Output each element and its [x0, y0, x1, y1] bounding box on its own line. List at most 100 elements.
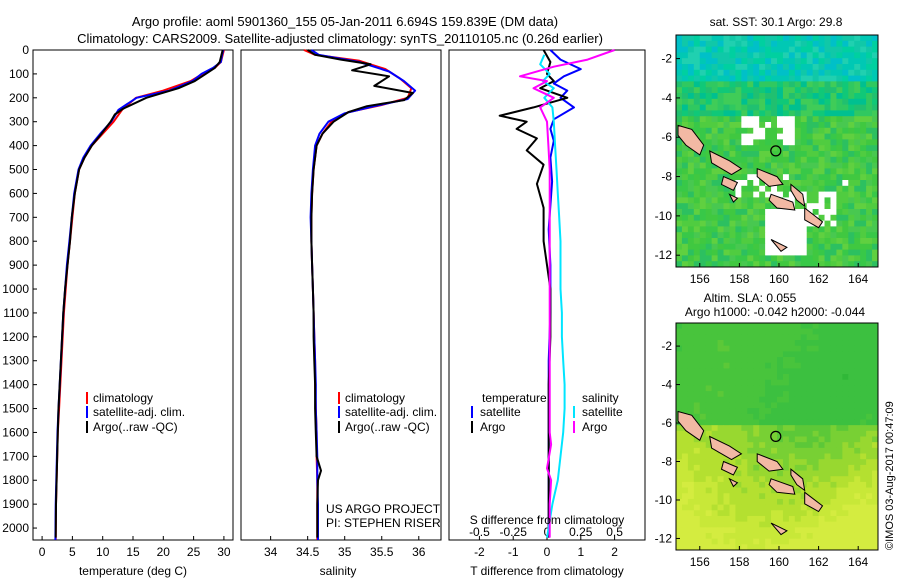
map-cell — [812, 391, 819, 398]
map-cell — [842, 436, 849, 443]
map-cell — [699, 156, 707, 163]
map-cell — [676, 487, 683, 494]
map-cell — [782, 35, 790, 42]
map-cell — [824, 174, 831, 181]
map-y-tick-label: -10 — [655, 209, 673, 223]
map-cell — [842, 328, 849, 335]
map-cell — [842, 98, 849, 105]
map-cell — [741, 168, 748, 175]
map-cell — [788, 532, 796, 540]
map-cell — [717, 226, 724, 233]
map-cell — [842, 532, 849, 540]
map-cell — [824, 379, 831, 386]
map-cell — [771, 209, 778, 216]
map-cell — [830, 470, 837, 477]
map-cell — [777, 75, 784, 82]
map-cell — [759, 58, 766, 65]
map-cell — [824, 357, 831, 364]
map-cell — [681, 493, 689, 500]
map-cell — [860, 180, 867, 187]
map-cell — [699, 249, 707, 256]
map-cell — [741, 385, 748, 392]
map-x-tick-label: 160 — [769, 555, 789, 569]
map-cell — [872, 374, 879, 381]
map-cell — [729, 476, 736, 483]
map-cell — [711, 191, 718, 198]
map-cell — [681, 487, 689, 494]
map-cell — [735, 214, 742, 221]
map-cell — [687, 151, 695, 158]
map-cell — [681, 385, 689, 392]
map-cell — [711, 145, 718, 152]
map-cell — [866, 532, 873, 540]
map-cell — [854, 40, 861, 47]
map-cell — [872, 345, 879, 352]
map-cell — [860, 151, 867, 158]
map-cell — [824, 98, 831, 105]
map-cell — [753, 493, 760, 500]
map-cell — [759, 93, 766, 100]
map-cell — [759, 98, 766, 105]
map-cell — [848, 470, 855, 477]
map-cell — [723, 133, 730, 140]
map-cell — [711, 261, 718, 268]
map-cell — [681, 402, 689, 409]
map-cell — [723, 345, 730, 352]
map-cell — [777, 40, 784, 47]
map-cell — [824, 127, 831, 134]
map-cell — [693, 243, 701, 250]
map-cell — [782, 436, 790, 443]
map-cell — [818, 436, 825, 443]
map-cell — [741, 481, 748, 488]
map-cell — [747, 104, 754, 111]
island — [728, 477, 739, 488]
map-cell — [777, 498, 784, 505]
map-cell — [806, 544, 814, 551]
map-cell — [676, 162, 683, 169]
map-cell — [723, 220, 730, 227]
map-cell — [848, 351, 855, 358]
map-cell — [800, 238, 808, 245]
map-cell — [836, 510, 843, 517]
map-cell — [848, 104, 855, 111]
map-cell — [717, 470, 724, 477]
map-cell — [759, 203, 766, 210]
map-cell — [788, 396, 796, 403]
map-cell — [705, 58, 713, 65]
map-cell — [753, 396, 760, 403]
map-cell — [818, 145, 825, 152]
map-cell — [836, 408, 843, 415]
map-cell — [777, 238, 784, 245]
map-cell — [753, 442, 760, 449]
map-cell — [759, 487, 766, 494]
map-cell — [824, 510, 831, 517]
map-cell — [824, 214, 831, 221]
map-cell — [711, 58, 718, 65]
map-cell — [729, 413, 736, 420]
map-cell — [872, 362, 879, 369]
map-cell — [854, 203, 861, 210]
map-cell — [782, 81, 790, 88]
map-cell — [836, 481, 843, 488]
map-cell — [711, 116, 718, 123]
map-cell — [699, 255, 707, 262]
map-cell — [806, 379, 814, 386]
map-cell — [687, 110, 695, 117]
map-cell — [842, 151, 849, 158]
map-cell — [800, 515, 808, 523]
map-cell — [854, 351, 861, 358]
map-cell — [800, 368, 808, 375]
map-cell — [777, 396, 784, 403]
map-cell — [812, 104, 819, 111]
sst-map-panel: sat. SST: 30.1 Argo: 29.8 156 158 160 162 16… — [655, 15, 879, 286]
map-cell — [794, 214, 802, 221]
map-cell — [788, 104, 796, 111]
map-cell — [800, 532, 808, 540]
map-cell — [812, 58, 819, 65]
map-cell — [806, 168, 814, 175]
series-line-argo-raw-qc- — [307, 49, 414, 538]
map-cell — [676, 249, 683, 256]
map-cell — [866, 453, 873, 460]
map-cell — [693, 402, 701, 409]
map-cell — [836, 515, 843, 523]
